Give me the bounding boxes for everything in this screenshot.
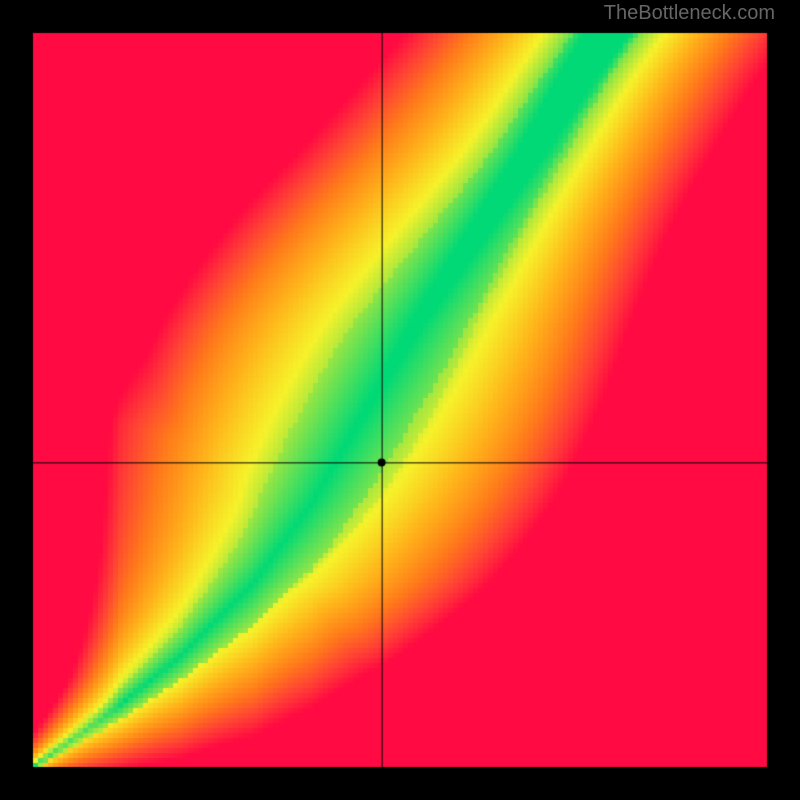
watermark-text: TheBottleneck.com — [604, 2, 775, 25]
chart-container: TheBottleneck.com — [0, 0, 800, 800]
heatmap-canvas — [0, 0, 800, 800]
